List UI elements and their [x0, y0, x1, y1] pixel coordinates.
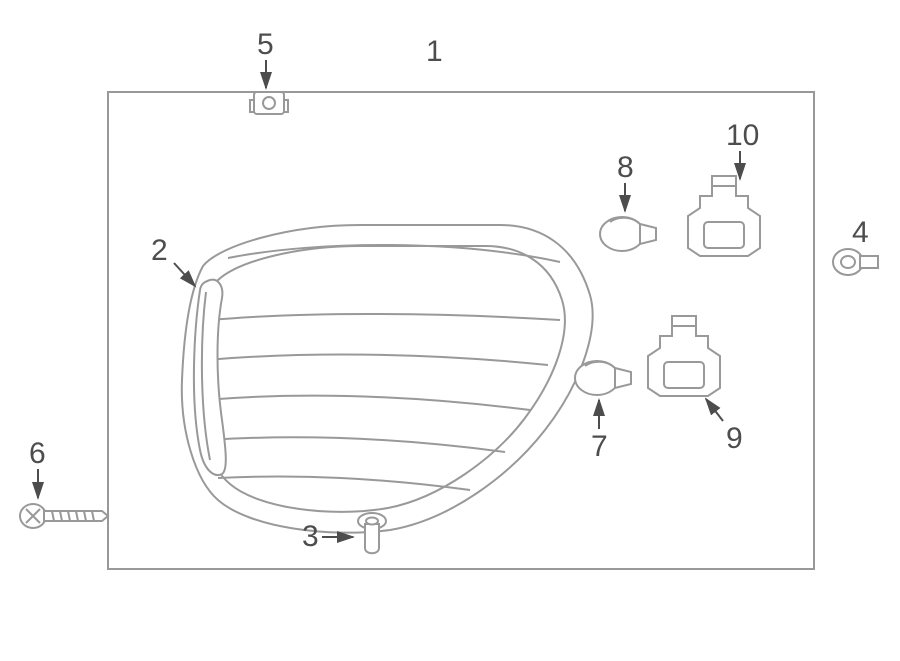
callout-label-2: 2 — [151, 236, 168, 266]
part-nut — [250, 92, 288, 114]
part-bulb-upper — [600, 217, 656, 251]
diagram-stage: 1 2 3 4 5 6 7 8 9 10 — [0, 0, 900, 661]
callout-label-8: 8 — [617, 153, 634, 183]
tail-lamp-body — [182, 225, 593, 533]
callout-label-1: 1 — [426, 37, 443, 67]
part-bulb-lower — [575, 361, 631, 395]
callout-label-7: 7 — [591, 432, 608, 462]
callout-label-4: 4 — [852, 218, 869, 248]
callout-label-10: 10 — [726, 121, 759, 151]
callout-label-5: 5 — [257, 30, 274, 60]
part-bolt — [833, 249, 878, 275]
callout-label-6: 6 — [29, 439, 46, 469]
part-socket-lower — [648, 316, 720, 396]
callout-label-9: 9 — [726, 424, 743, 454]
part-screw — [20, 504, 108, 528]
callout-label-3: 3 — [302, 522, 319, 552]
part-socket-upper — [688, 176, 760, 256]
diagram-svg — [0, 0, 900, 661]
